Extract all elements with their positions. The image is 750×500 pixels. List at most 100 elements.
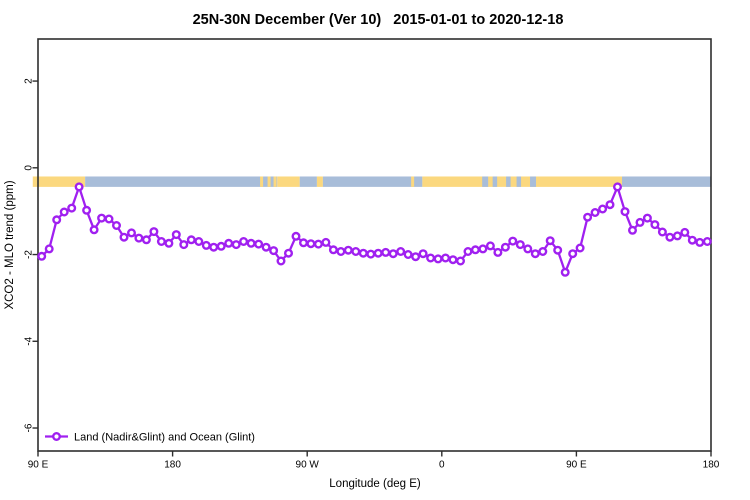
band-segment-land — [316, 176, 323, 187]
data-point-marker — [299, 238, 309, 248]
data-point-marker — [463, 246, 473, 256]
band-segment-land — [411, 176, 415, 187]
x-axis-ticks: 90 E 180 90 W 0 90 E 180 — [28, 451, 720, 471]
data-point-marker — [358, 248, 368, 258]
x-tick-label: 90 W — [296, 460, 320, 471]
data-point-marker — [441, 253, 451, 263]
data-point-marker — [650, 220, 660, 230]
data-point-marker — [336, 246, 346, 256]
data-point-marker — [530, 249, 540, 259]
data-point-marker — [605, 200, 615, 210]
data-point-marker — [426, 253, 436, 263]
data-point-marker — [553, 245, 563, 255]
data-point-marker — [126, 228, 136, 238]
data-point-marker — [545, 236, 555, 246]
x-tick-label: 90 E — [28, 460, 49, 471]
data-point-marker — [104, 214, 114, 224]
y-tick-label: -4 — [24, 336, 35, 345]
data-point-marker — [343, 245, 353, 255]
data-point-marker — [328, 245, 338, 255]
data-point-marker — [672, 231, 682, 241]
data-point-marker — [134, 233, 144, 243]
data-point-marker — [89, 225, 99, 235]
data-point-marker — [179, 240, 189, 250]
data-point-marker — [628, 225, 638, 235]
x-axis-label: Longitude (deg E) — [329, 478, 421, 490]
band-segment-ocean — [482, 176, 489, 187]
data-point-marker — [194, 236, 204, 246]
data-point-marker — [261, 242, 271, 252]
data-point-marker — [500, 242, 510, 252]
data-point-marker — [156, 236, 166, 246]
band-segment-ocean — [622, 176, 711, 187]
data-point-marker — [291, 231, 301, 241]
data-point-marker — [515, 240, 525, 250]
band-segment-ocean — [516, 176, 522, 187]
band-segment-land — [267, 176, 271, 187]
data-point-marker — [67, 203, 77, 213]
data-point-marker — [171, 230, 181, 240]
data-point-marker — [687, 235, 697, 245]
data-point-marker — [493, 247, 503, 257]
data-point-marker — [538, 246, 548, 256]
data-point-marker — [37, 251, 47, 261]
band-segment-ocean — [506, 176, 511, 187]
band-segment-land — [32, 176, 86, 187]
band-segment-ocean — [85, 176, 278, 187]
data-point-marker — [381, 247, 391, 257]
data-point-marker — [478, 244, 488, 254]
band-segment-land — [277, 176, 300, 187]
data-point-marker — [141, 235, 151, 245]
y-axis-label: XCO2 - MLO trend (ppm) — [4, 180, 16, 309]
data-point-marker — [396, 246, 406, 256]
data-point-marker — [613, 182, 623, 192]
band-segment-land — [260, 176, 264, 187]
data-point-marker — [321, 237, 331, 247]
data-point-marker — [411, 252, 421, 262]
plot-box — [37, 38, 712, 452]
data-point-marker — [598, 204, 608, 214]
data-point-marker — [485, 241, 495, 251]
data-point-marker — [82, 205, 92, 215]
data-point-marker — [373, 248, 383, 258]
data-point-marker — [620, 207, 630, 217]
data-point-marker — [74, 182, 84, 192]
legend-label: Land (Nadir&Glint) and Ocean (Glint) — [74, 432, 255, 444]
data-point-marker — [201, 240, 211, 250]
y-tick-label: -2 — [24, 250, 35, 259]
data-point-marker — [470, 245, 480, 255]
x-tick-label: 180 — [703, 460, 720, 471]
data-point-marker — [239, 236, 249, 246]
legend: Land (Nadir&Glint) and Ocean (Glint) — [45, 432, 255, 444]
data-point-marker — [418, 249, 428, 259]
data-point-marker — [560, 267, 570, 277]
band-segment-ocean — [299, 176, 317, 187]
data-point-marker — [111, 220, 121, 230]
data-point-marker — [59, 207, 69, 217]
data-point-marker — [254, 239, 264, 249]
data-point-marker — [97, 213, 107, 223]
data-point-marker — [642, 213, 652, 223]
data-point-marker — [583, 212, 593, 222]
x-tick-label: 180 — [164, 460, 181, 471]
band-segment-land — [422, 176, 623, 187]
data-point-marker — [680, 227, 690, 237]
y-tick-label: -6 — [24, 423, 35, 432]
surface-band — [32, 176, 711, 187]
data-point-marker — [313, 239, 323, 249]
data-point-marker — [590, 207, 600, 217]
y-axis-ticks: 2 0 -2 -4 -6 — [24, 78, 38, 432]
data-point-marker — [209, 242, 219, 252]
data-point-marker — [351, 246, 361, 256]
data-point-marker — [403, 249, 413, 259]
data-point-marker — [44, 244, 54, 254]
data-point-marker — [433, 254, 443, 264]
y-tick-label: 2 — [24, 78, 35, 84]
data-point-marker — [276, 256, 286, 266]
data-point-marker — [665, 232, 675, 242]
data-point-marker — [508, 236, 518, 246]
data-point-marker — [284, 248, 294, 258]
data-point-marker — [695, 237, 705, 247]
legend-marker-icon — [52, 432, 62, 442]
x-tick-label: 90 E — [566, 460, 587, 471]
